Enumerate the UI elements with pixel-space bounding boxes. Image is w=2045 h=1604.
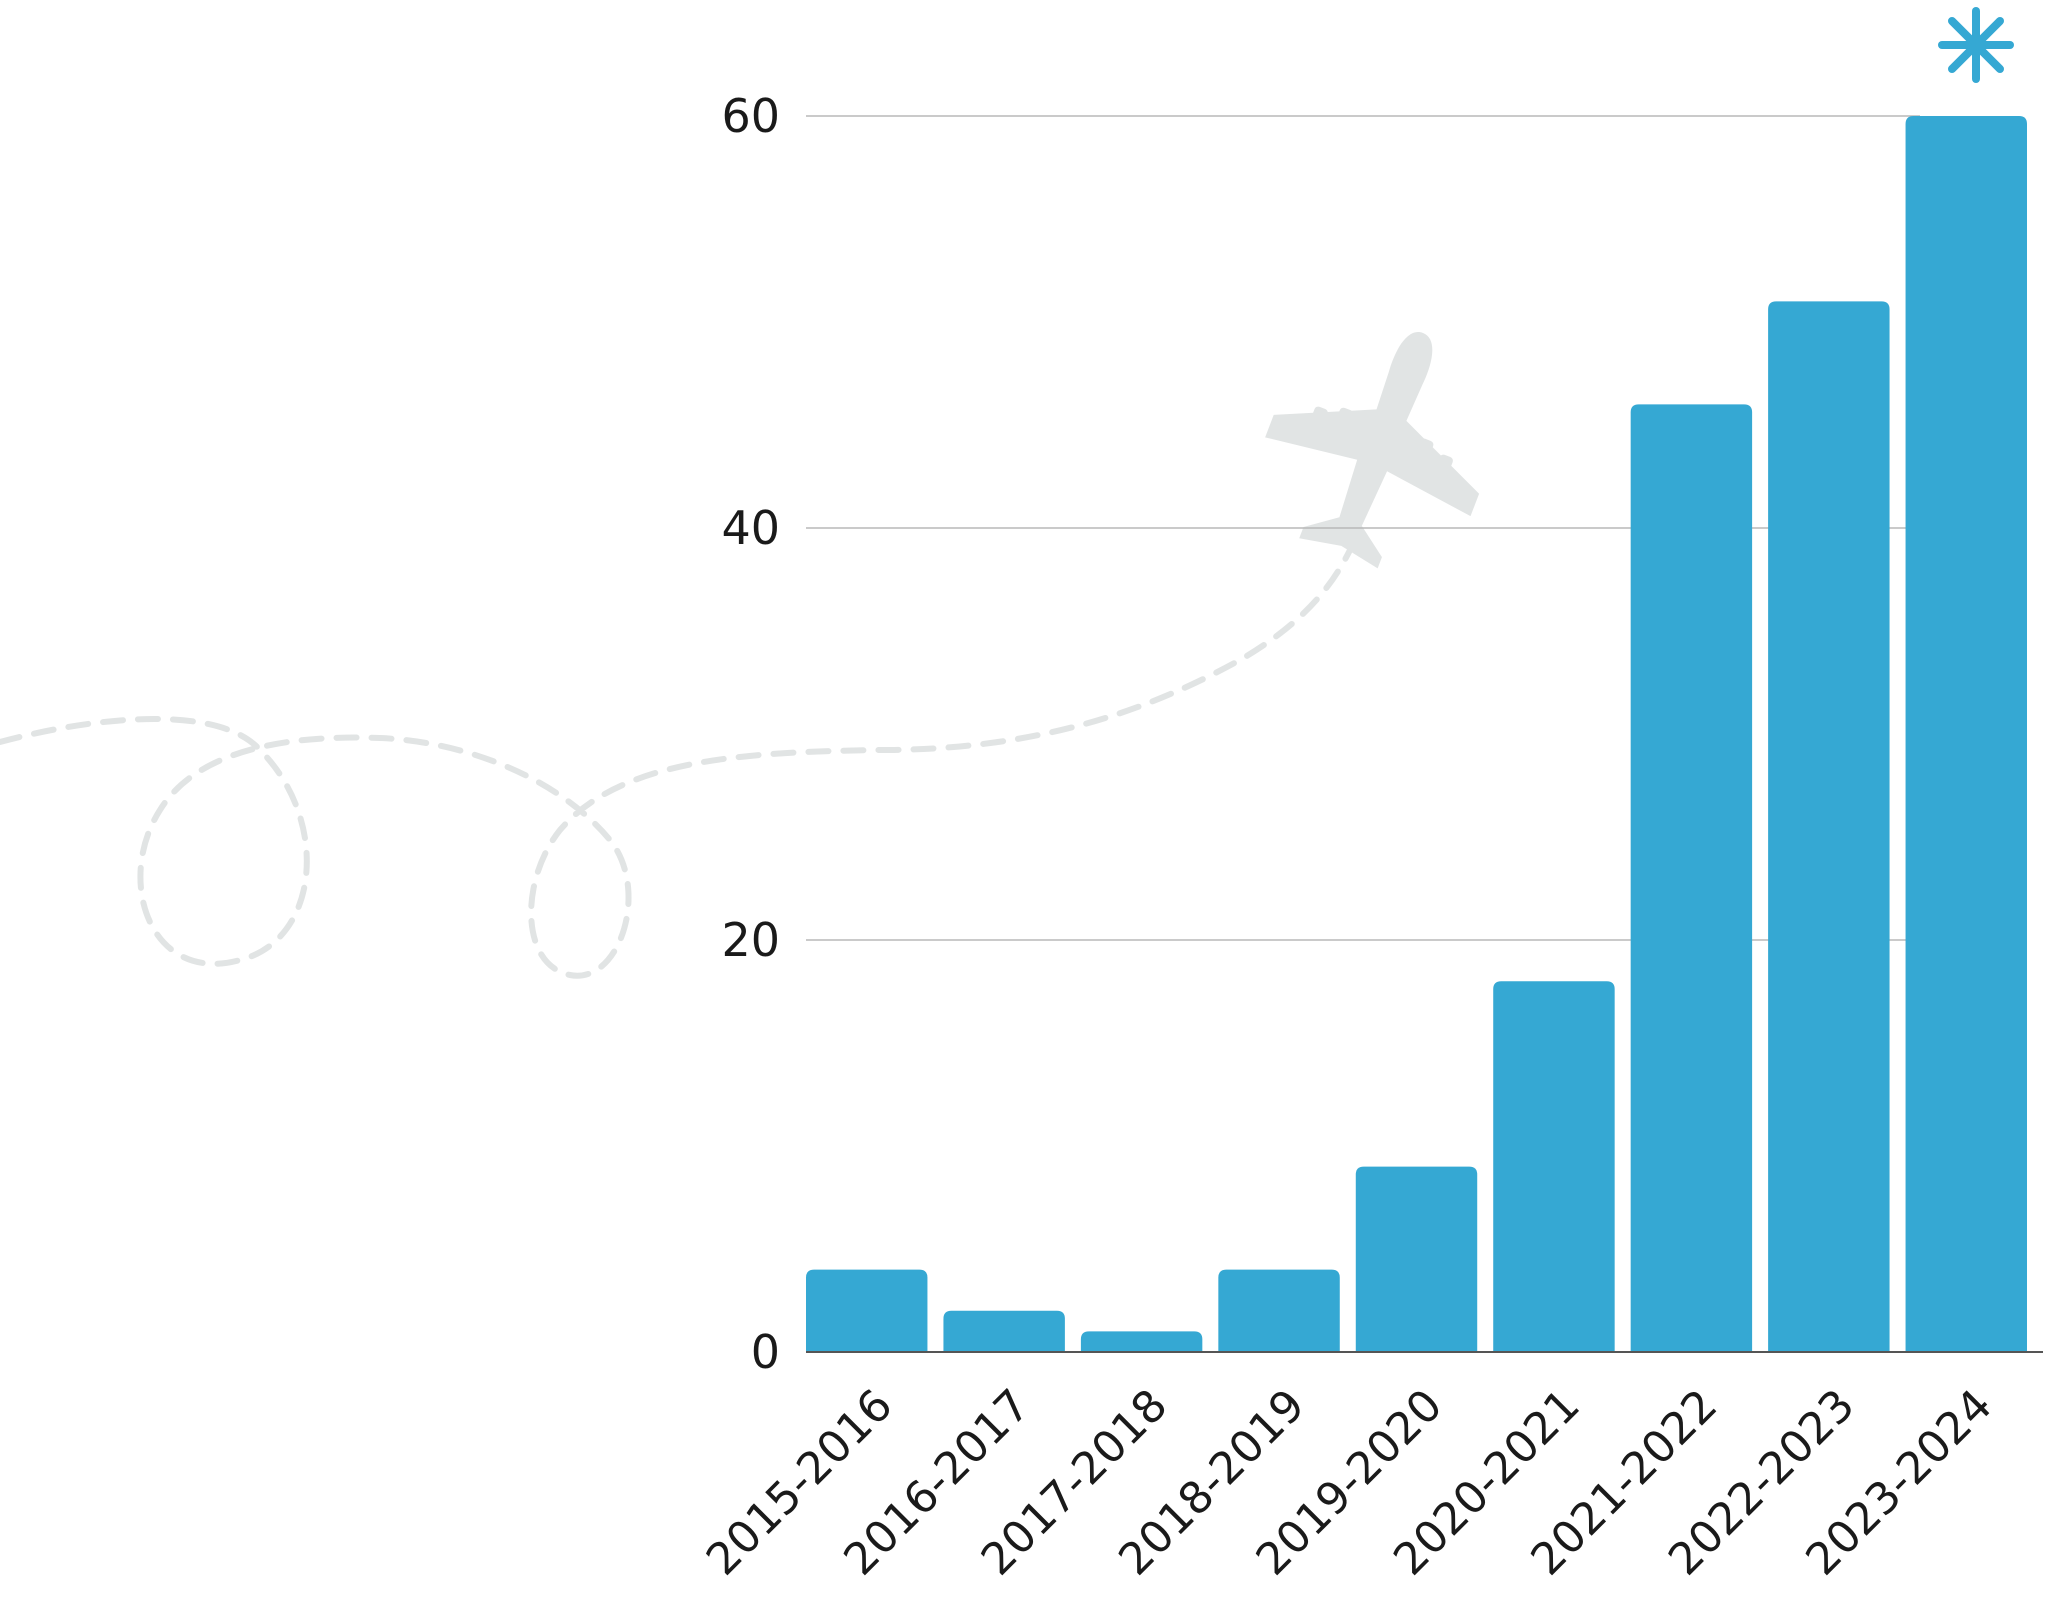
bar-series [806,116,2027,1352]
flight-path-decoration [0,547,1353,979]
bar-2022-2023 [1768,301,1890,1352]
bar-2023-2024 [1905,116,2027,1352]
y-axis-ticks: 0 20 40 60 [721,89,780,1379]
grid-lines [806,115,1920,941]
bar-2016-2017 [943,1310,1065,1352]
bar-2018-2019 [1218,1269,1340,1352]
bar-2019-2020 [1355,1166,1478,1352]
y-tick-label: 60 [721,89,780,143]
asterisk-icon [1938,7,2014,83]
bar-2021-2022 [1630,404,1753,1352]
bar-2015-2016 [806,1269,928,1352]
airplane-icon [1265,332,1480,569]
x-axis-ticks: 2015-20162016-20172017-20182018-20192019… [697,1380,2002,1586]
bar-2020-2021 [1493,981,1615,1352]
y-tick-label: 20 [721,913,780,967]
y-tick-label: 40 [721,501,780,555]
bar-2017-2018 [1080,1331,1203,1352]
y-tick-label: 0 [751,1325,780,1379]
